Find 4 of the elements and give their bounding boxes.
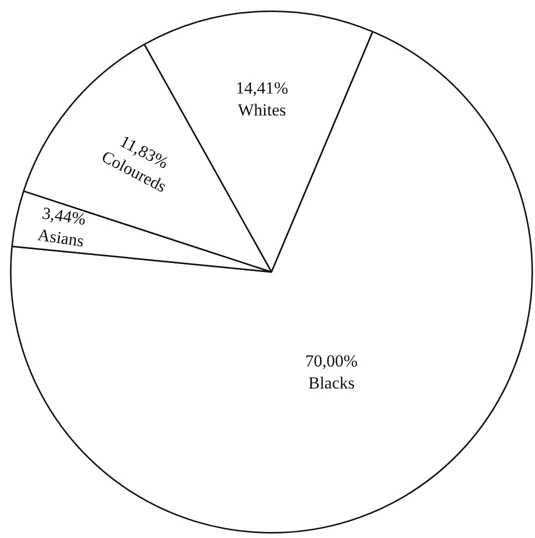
slice-label: Blacks (308, 373, 355, 392)
data-label: 70,00% (305, 351, 358, 370)
slice-label: Whites (238, 100, 286, 120)
data-label: 14,41% (236, 78, 288, 98)
